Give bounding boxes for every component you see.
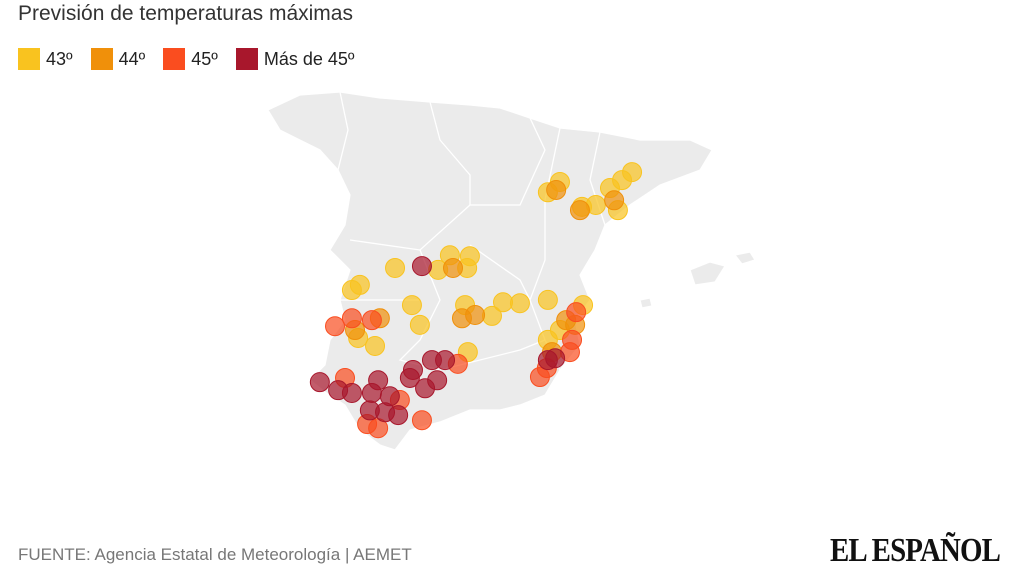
- station-dot: [341, 280, 362, 301]
- station-dot: [361, 382, 382, 403]
- legend-swatch: [90, 48, 113, 70]
- legend-label: 44º: [118, 48, 146, 69]
- legend-label: 43º: [46, 48, 73, 69]
- station-dot: [411, 256, 432, 277]
- station-dot: [622, 162, 643, 183]
- station-dot: [427, 370, 448, 391]
- station-dot: [341, 382, 362, 403]
- legend: 43º 44º 45º Más de 45º: [18, 48, 354, 70]
- station-dot: [365, 335, 386, 356]
- legend-item: 43º: [18, 48, 73, 70]
- station-dot: [443, 257, 463, 278]
- station-dot: [604, 190, 625, 211]
- legend-swatch: [163, 48, 186, 70]
- legend-item: Más de 45º: [235, 48, 355, 70]
- legend-swatch: [235, 48, 258, 70]
- station-dot: [569, 200, 590, 221]
- source: FUENTE: Agencia Estatal de Meteorología …: [18, 545, 412, 564]
- legend-item: 45º: [163, 48, 218, 70]
- station-dot: [341, 308, 362, 329]
- dots: [309, 162, 643, 439]
- station-dot: [309, 372, 330, 393]
- legend-item: 44º: [90, 48, 146, 70]
- station-dot: [401, 295, 422, 316]
- station-dot: [325, 316, 346, 337]
- station-dot: [509, 293, 530, 314]
- title: Previsión de temperaturas máximas: [18, 2, 353, 25]
- station-dot: [385, 257, 406, 278]
- station-dot: [411, 410, 432, 431]
- station-dot: [546, 179, 567, 200]
- legend-label: Más de 45º: [263, 48, 355, 69]
- station-dot: [493, 292, 514, 313]
- station-dot: [465, 304, 486, 325]
- station-dot: [566, 302, 587, 323]
- station-dot: [361, 310, 382, 331]
- station-dot: [402, 359, 423, 380]
- station-dot: [409, 314, 430, 335]
- legend-label: 45º: [191, 48, 218, 69]
- station-dot: [359, 400, 380, 421]
- legend-swatch: [18, 48, 40, 70]
- station-dot: [388, 405, 409, 426]
- logo: EL ESPAÑOL: [829, 532, 1001, 569]
- station-dot: [537, 289, 558, 310]
- station-dot: [421, 350, 442, 371]
- map-base: [267, 91, 756, 451]
- station-dot: [537, 350, 558, 371]
